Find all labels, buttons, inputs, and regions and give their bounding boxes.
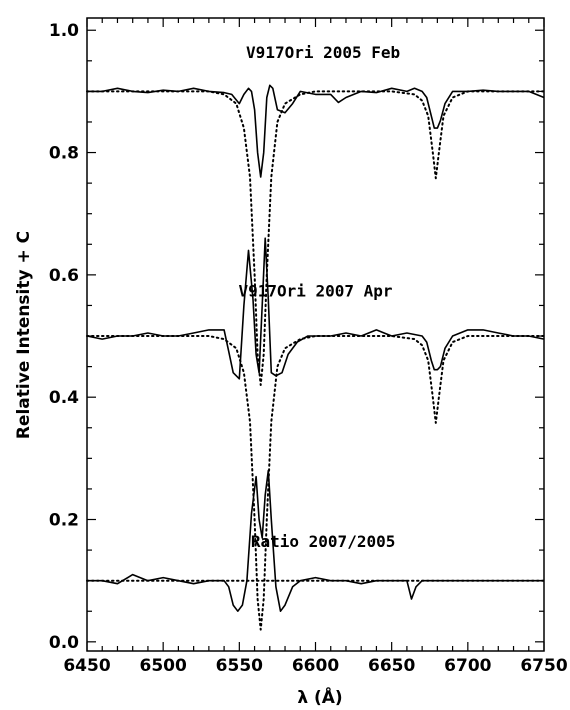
y-tick-label: 0.2 [49,511,79,531]
annotation-layer: V917Ori 2005 Feb V917Ori 2007 Apr Ratio 20… [238,43,400,551]
series-line-1-dotted [86,90,545,386]
x-tick-label: 6750 [520,656,567,676]
x-tick-label: 6500 [140,656,187,676]
axes-layer: 6450 6500 6550 6600 6650 6700 6750 0.0 0.2 0.4 0.6… [49,17,568,676]
y-tick-label: 0.4 [49,388,79,408]
x-axis-label: λ (Å) [297,685,342,708]
x-tick-label: 6600 [292,656,339,676]
spectrum-label-0: V917Ori 2005 Feb [246,43,400,62]
y-tick-label: 1.0 [49,21,79,41]
y-tick-label: 0.8 [49,144,79,164]
y-axis-label: Relative Intensity + C [14,231,34,439]
x-tick-label: 6650 [368,656,415,676]
y-tick-label: 0.6 [49,266,79,286]
spectrum-label-2: Ratio 2007/2005 [251,532,396,551]
series-line-2-solid [86,237,545,380]
spectrum-label-1: V917Ori 2007 Apr [238,281,392,300]
series-layer [86,84,545,631]
x-tick-label: 6700 [444,656,491,676]
x-tick-label: 6450 [63,656,110,676]
series-line-3-dotted [86,335,545,631]
x-tick-label: 6550 [216,656,263,676]
series-line-0-solid [87,84,545,178]
y-tick-label: 0.0 [49,633,79,653]
